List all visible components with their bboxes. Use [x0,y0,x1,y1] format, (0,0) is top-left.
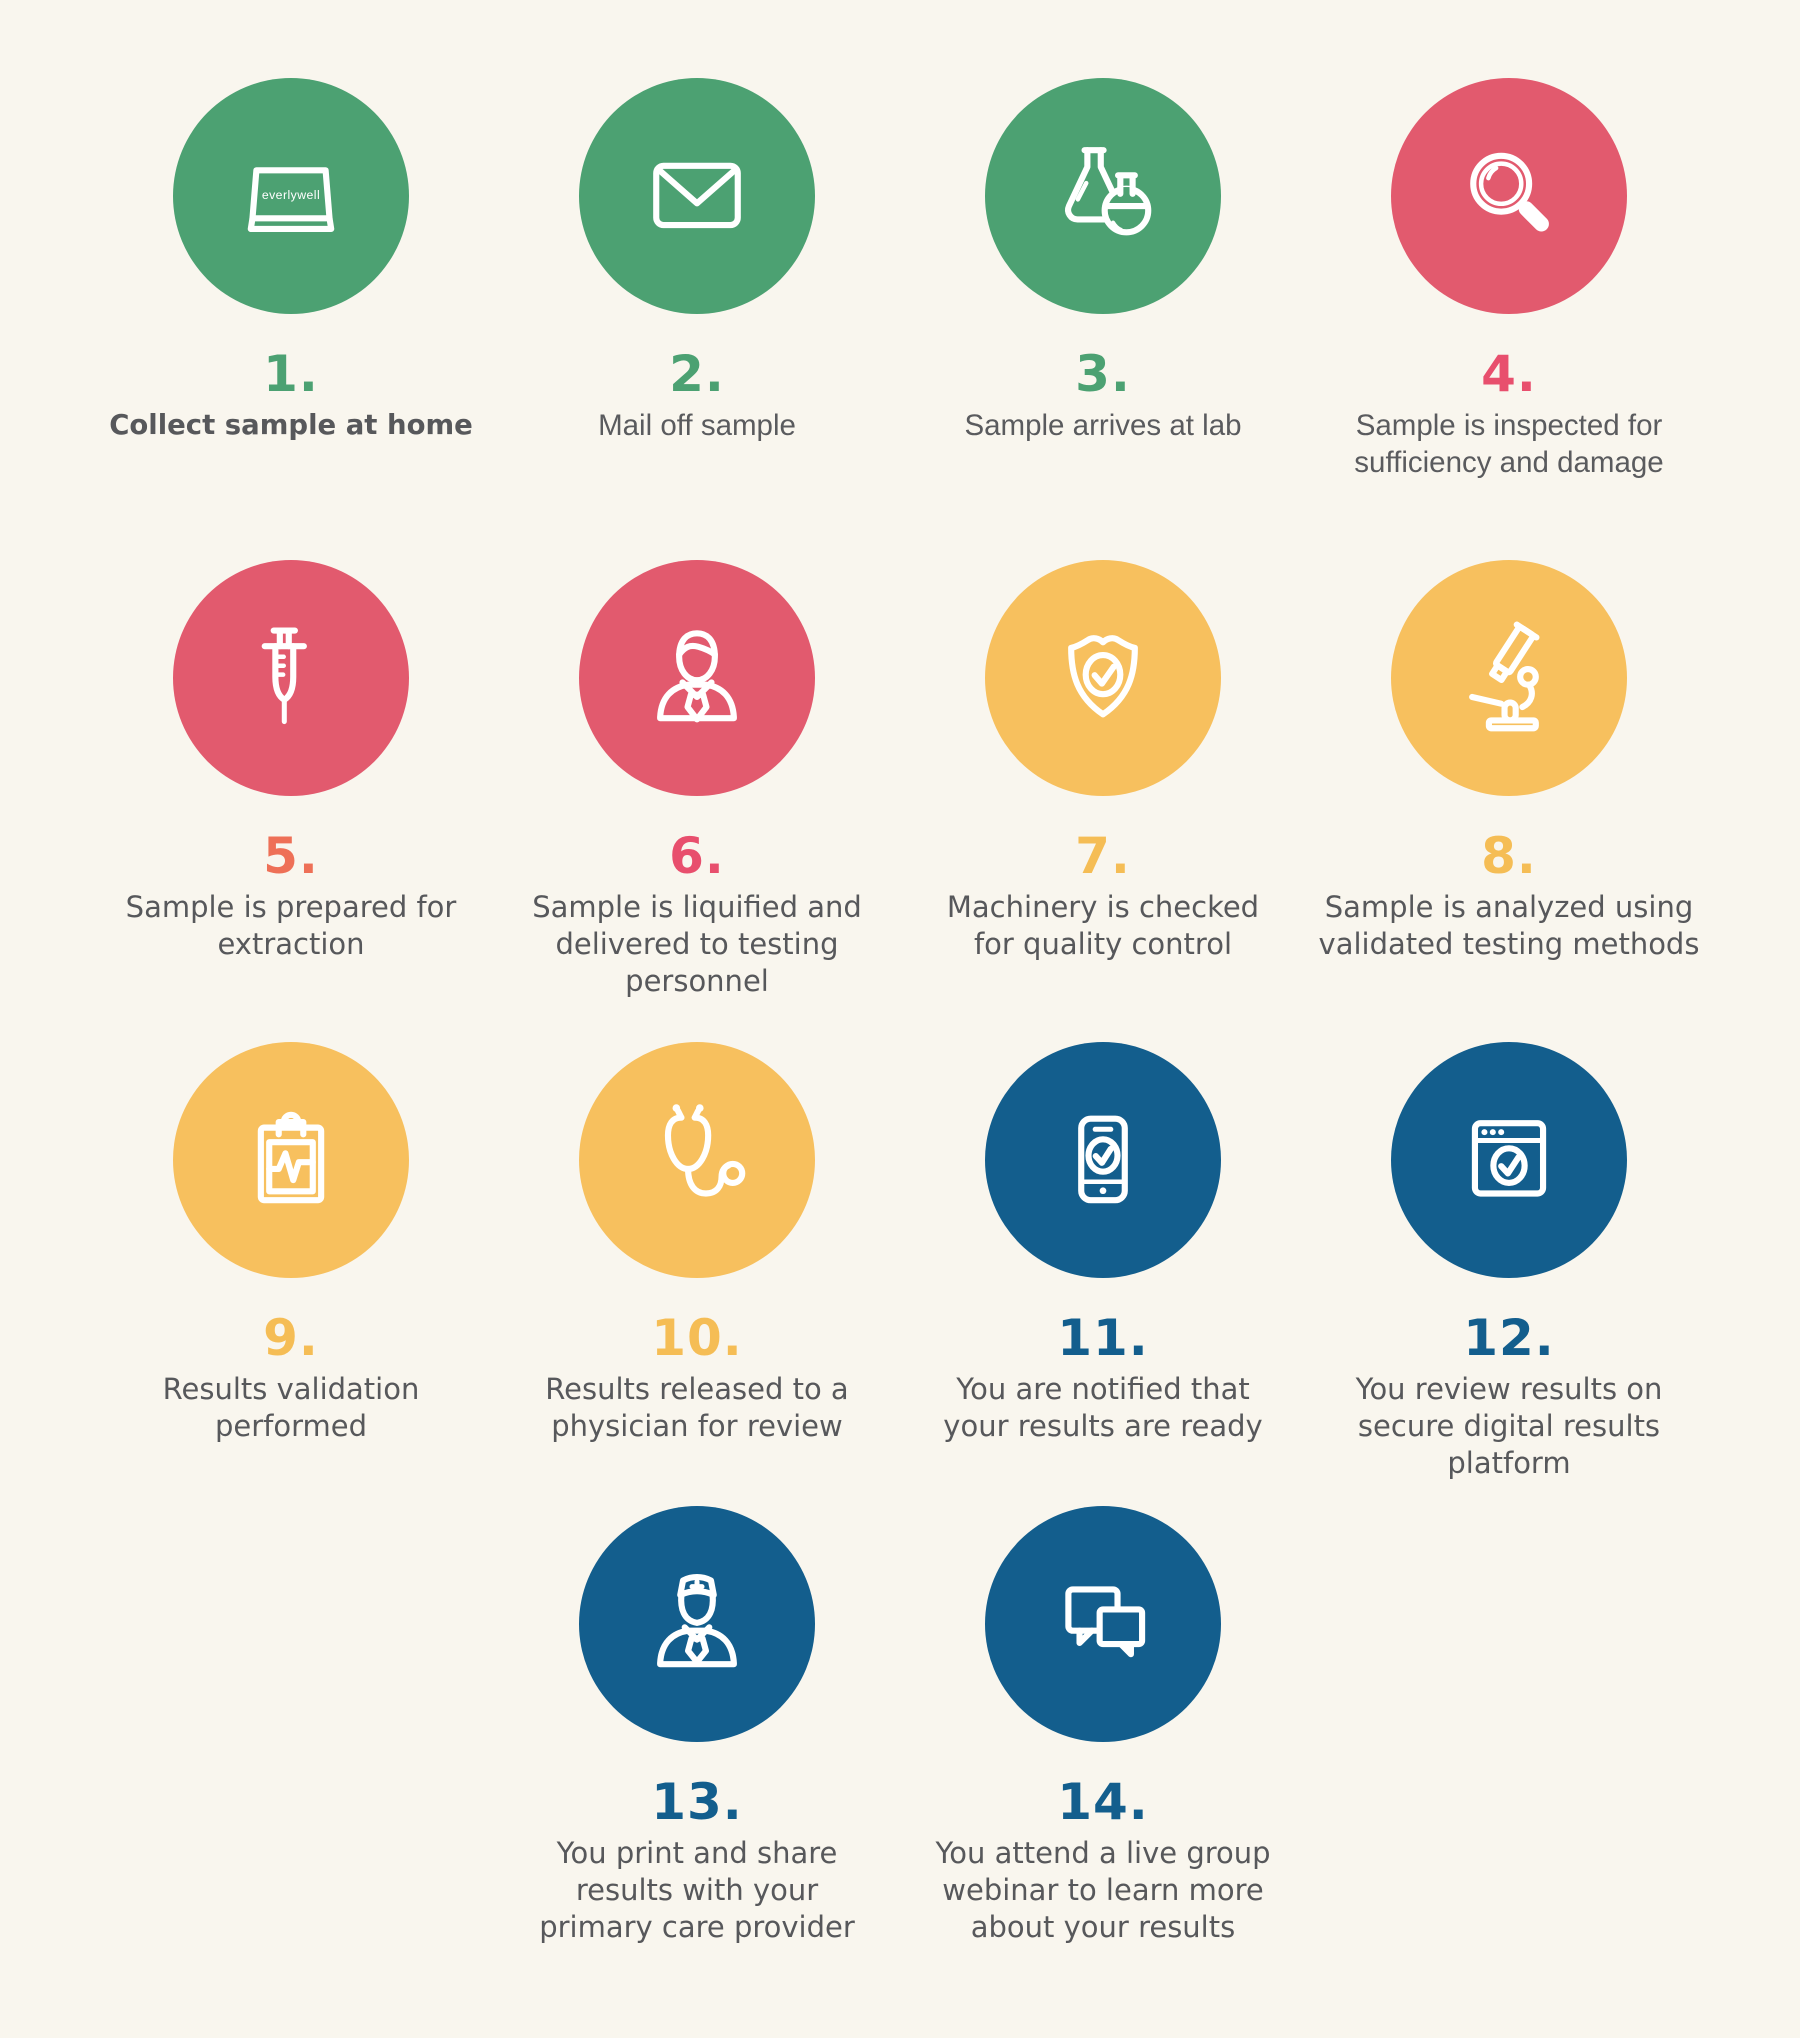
step-5-circle [173,560,409,796]
magnifying-glass-icon [1470,152,1549,232]
step-10: 10. Results released to a physician for … [494,1042,900,1506]
row-2: 5. Sample is prepared for extraction 6. … [0,560,1800,1042]
microscope-icon [1469,621,1540,732]
row-3: 9. Results validation performed 10. Resu… [0,1042,1800,1506]
syringe-icon [261,627,307,725]
everlywell-logo: everlywell [262,188,320,202]
step-number: 14. [1057,1773,1149,1831]
step-label: Machinery is checked for quality control [946,890,1260,961]
step-3: 3. Sample arrives at lab [900,78,1306,560]
step-14: 14. You attend a live group webinar to l… [900,1506,1306,1946]
step-label: Sample is liquified and delivered to tes… [532,890,862,998]
step-number: 11. [1057,1309,1149,1367]
step-number: 12. [1463,1309,1555,1367]
stethoscope-icon [664,1104,746,1197]
browser-check-icon [1471,1120,1547,1197]
step-number: 13. [651,1773,743,1831]
step-label: Collect sample at home [109,409,473,441]
row-4: 13. You print and share results with you… [0,1506,1800,1946]
step-label: Sample is analyzed using validated testi… [1318,890,1700,961]
step-12: 12. You review results on secure digital… [1306,1042,1712,1506]
step-label: You review results on secure digital res… [1355,1372,1663,1480]
step-label: You print and share results with your pr… [539,1836,855,1944]
lab-technician-icon [657,630,737,723]
step-label: Sample is prepared for extraction [125,890,457,961]
step-label: You attend a live group webinar to learn… [935,1836,1271,1944]
step-label: Results released to a physician for revi… [545,1372,849,1443]
row-1: everlywell 1. Collect sample at home 2. … [0,78,1800,560]
step-12-circle [1391,1042,1627,1278]
nurse-icon [657,1574,737,1668]
step-9-circle [173,1042,409,1278]
step-8-circle [1391,560,1627,796]
step-2: 2. Mail off sample [494,78,900,560]
step-4-circle [1391,78,1627,314]
step-4: 4. Sample is inspected for sufficiency a… [1306,78,1712,560]
step-number: 6. [669,827,725,885]
step-7: 7. Machinery is checked for quality cont… [900,560,1306,1042]
step-number: 7. [1075,827,1131,885]
step-number: 5. [263,827,319,885]
step-3-circle [985,78,1221,314]
step-label: Mail off sample [598,409,796,442]
step-label: Sample arrives at lab [964,409,1242,442]
shield-check-icon [1068,635,1138,718]
step-number: 3. [1075,345,1131,403]
step-number: 2. [669,345,725,403]
step-10-circle [579,1042,815,1278]
step-number: 9. [263,1309,319,1367]
step-number: 10. [651,1309,743,1367]
step-9: 9. Results validation performed [88,1042,494,1506]
step-number: 8. [1481,827,1537,885]
clipboard-results-icon [257,1111,325,1204]
step-11: 11. You are notified that your results a… [900,1042,1306,1506]
step-2-circle [579,78,815,314]
phone-check-icon [1078,1115,1128,1204]
step-13-circle [579,1506,815,1742]
step-8: 8. Sample is analyzed using validated te… [1306,560,1712,1042]
step-label: You are notified that your results are r… [943,1372,1263,1443]
step-1-circle: everlywell [173,78,409,314]
chat-bubbles-icon [1065,1586,1146,1658]
step-13: 13. You print and share results with you… [494,1506,900,1946]
step-14-circle [985,1506,1221,1742]
test-kit-box-icon: everlywell [247,167,335,233]
step-label: Sample is inspected for sufficiency and … [1354,409,1664,479]
step-number: 1. [263,345,319,403]
step-7-circle [985,560,1221,796]
step-6: 6. Sample is liquified and delivered to … [494,560,900,1042]
step-1: everlywell 1. Collect sample at home [88,78,494,560]
envelope-icon [653,162,741,229]
step-6-circle [579,560,815,796]
step-label: Results validation performed [162,1372,420,1443]
step-11-circle [985,1042,1221,1278]
lab-flasks-icon [1065,147,1152,236]
step-number: 4. [1481,345,1537,403]
step-5: 5. Sample is prepared for extraction [88,560,494,1042]
